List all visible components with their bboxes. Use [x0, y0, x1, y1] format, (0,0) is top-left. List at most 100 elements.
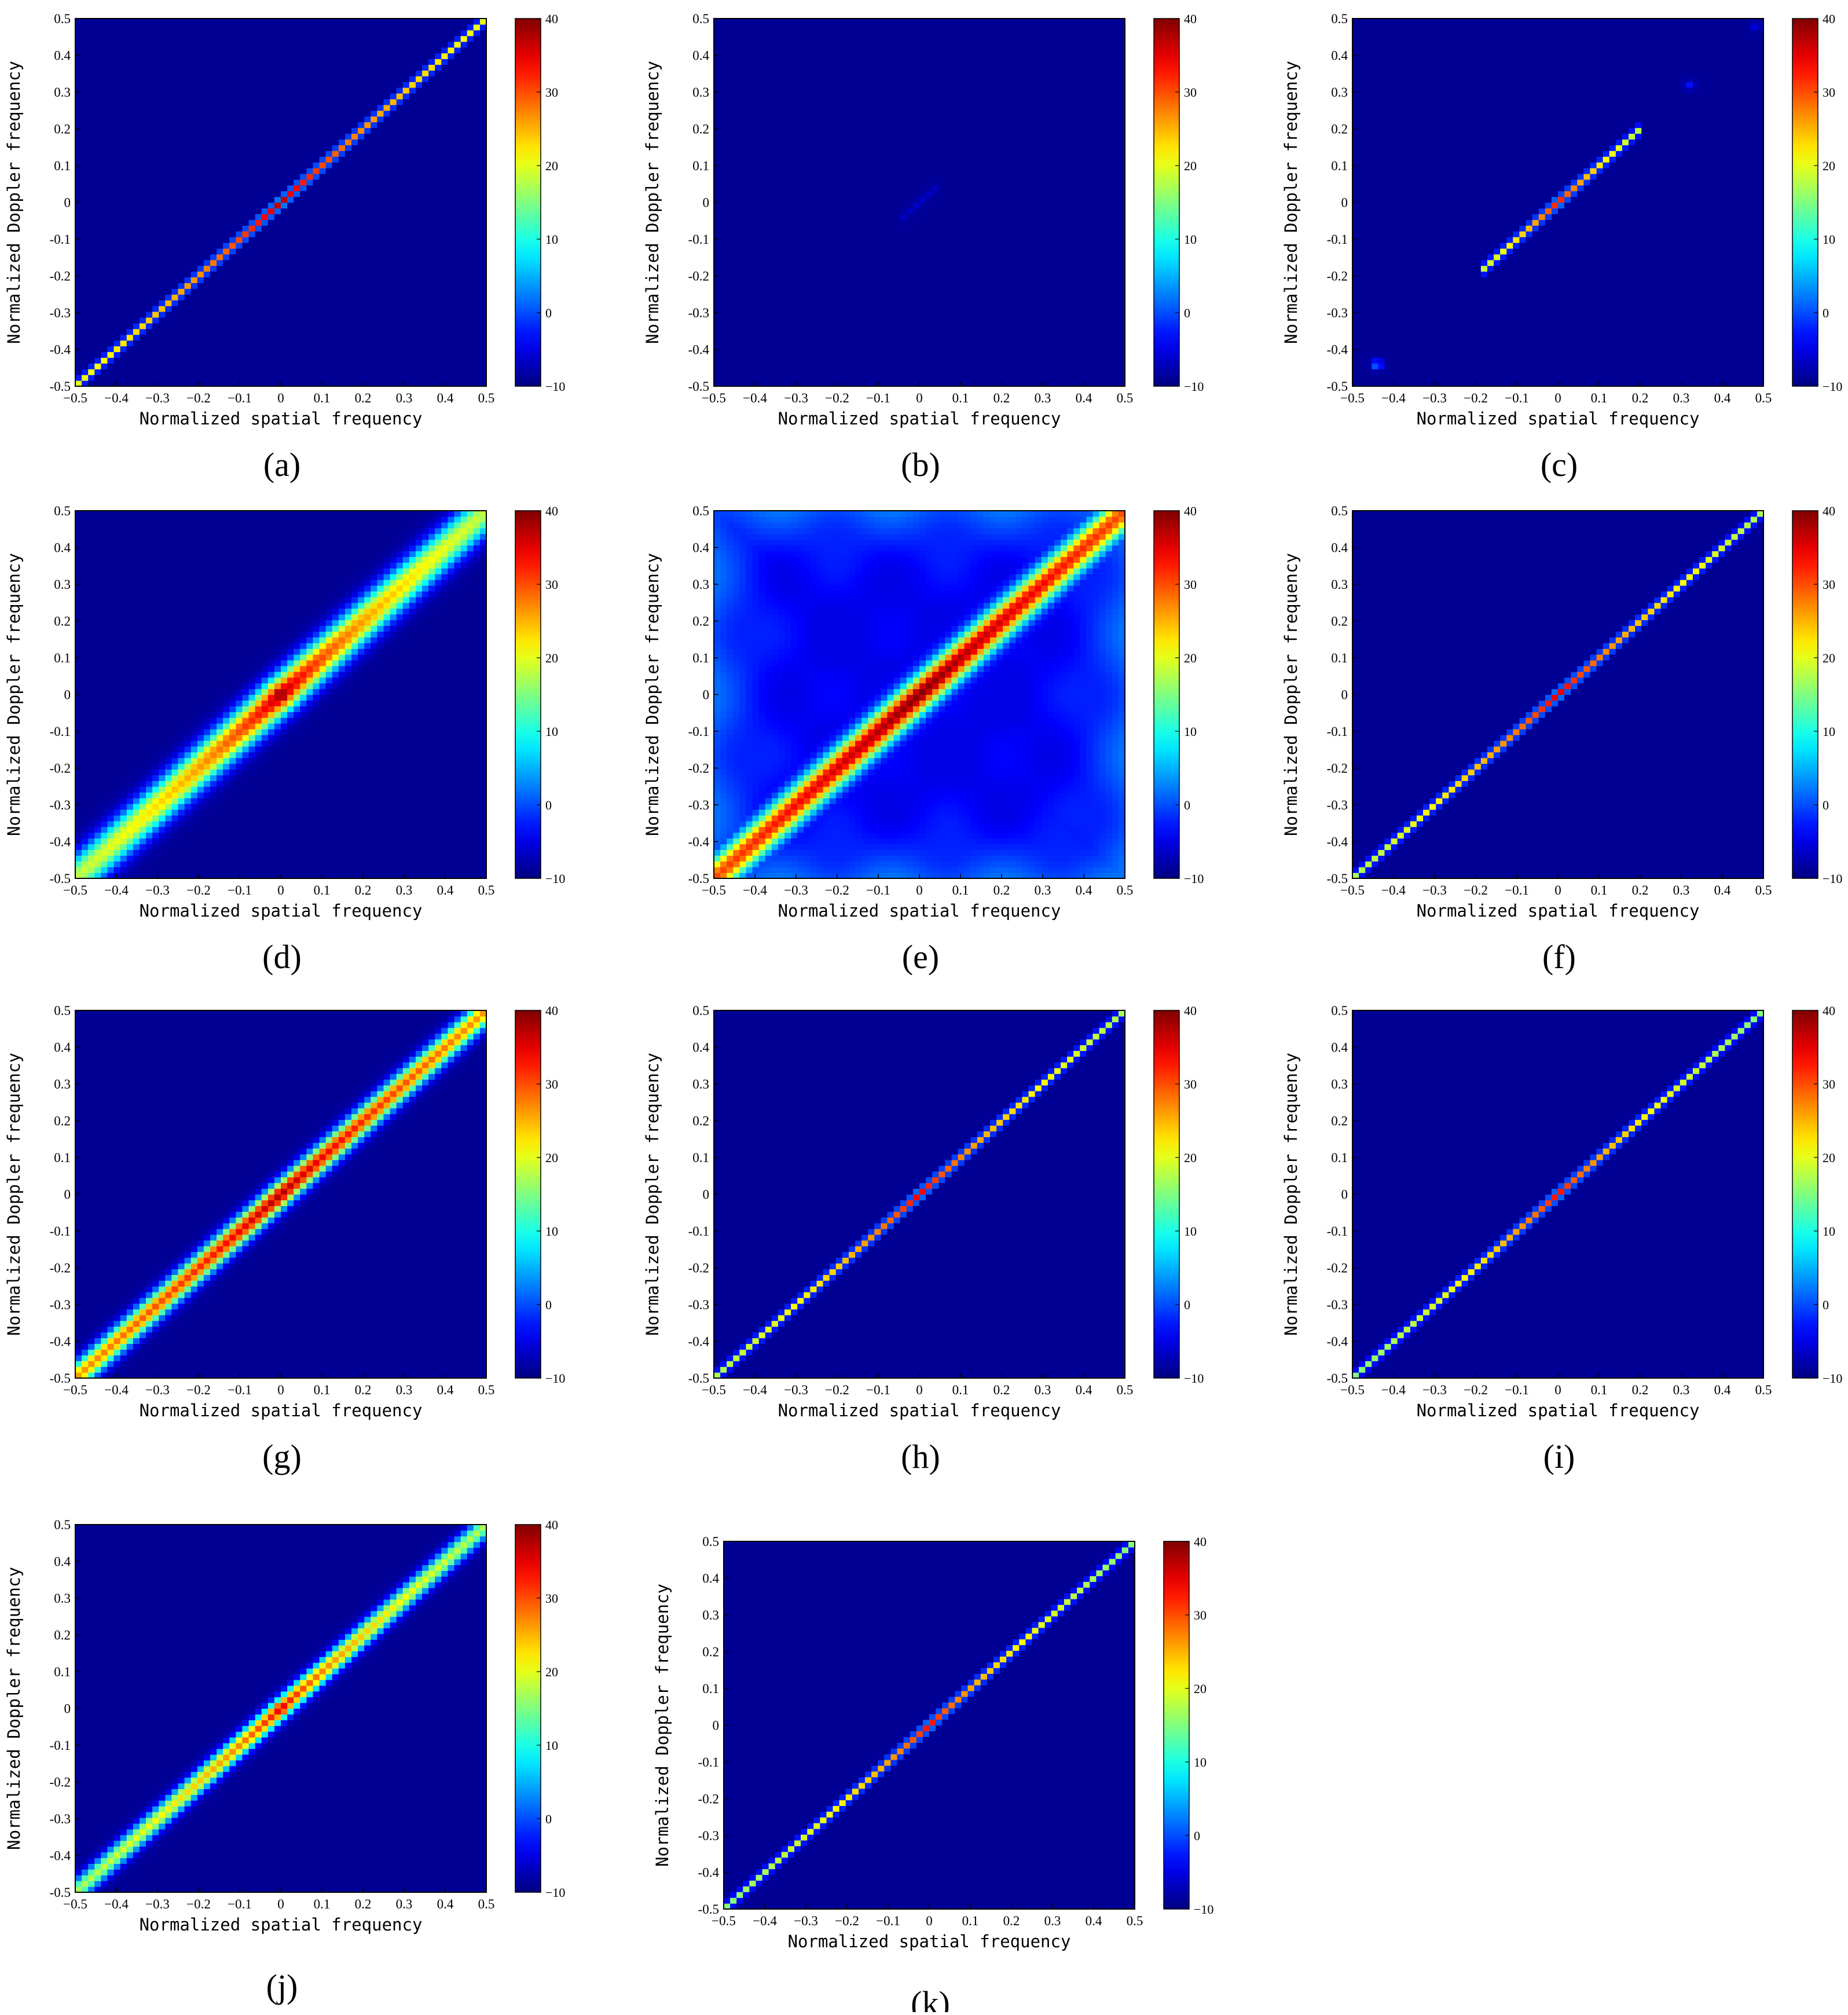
heatmap-cell [101, 260, 108, 266]
heatmap-cell [178, 335, 185, 341]
heatmap-cell [101, 243, 108, 249]
heatmap-cell [152, 128, 159, 134]
heatmap-cell [127, 133, 134, 140]
heatmap-cell [114, 185, 121, 192]
heatmap-cell [197, 340, 204, 347]
heatmap-cell [197, 219, 204, 226]
heatmap-cell [75, 225, 82, 232]
heatmap-cell [217, 64, 223, 71]
heatmap-cell [204, 185, 211, 192]
heatmap-cell [120, 272, 127, 278]
heatmap-cell [159, 191, 166, 197]
heatmap-cell [94, 203, 101, 209]
heatmap-cell [185, 237, 192, 243]
heatmap-cell [223, 283, 230, 289]
heatmap-cell [185, 53, 192, 60]
heatmap-cell [82, 87, 89, 94]
heatmap-cell [171, 191, 178, 197]
heatmap-cell [114, 231, 121, 237]
heatmap-cell [114, 225, 121, 232]
heatmap-cell [236, 203, 243, 209]
heatmap-cell [229, 357, 236, 364]
heatmap-cell [120, 156, 127, 163]
heatmap-cell [101, 179, 108, 186]
heatmap-cell [178, 174, 185, 180]
heatmap-cell [185, 162, 192, 168]
heatmap-cell [127, 266, 134, 272]
heatmap-cell [114, 277, 121, 283]
heatmap-cell [152, 24, 159, 31]
heatmap-cell [107, 179, 114, 186]
heatmap-cell [133, 300, 140, 306]
heatmap-cell [171, 277, 178, 283]
heatmap-cell [159, 93, 166, 100]
heatmap-cell [101, 323, 108, 329]
heatmap-cell [191, 19, 198, 25]
heatmap-cell [120, 214, 127, 220]
heatmap-cell [88, 272, 95, 278]
heatmap-cell [210, 19, 217, 25]
heatmap-cell [210, 243, 217, 249]
heatmap-cell [217, 185, 223, 192]
heatmap-cell [197, 254, 204, 261]
heatmap-cell [88, 99, 95, 105]
heatmap-cell [94, 335, 101, 341]
heatmap-cell [133, 203, 140, 209]
heatmap-cell [171, 363, 178, 369]
heatmap-cell [146, 312, 153, 318]
heatmap-cell [229, 312, 236, 318]
heatmap-cell [133, 133, 140, 140]
heatmap-cell [88, 243, 95, 249]
heatmap-cell [185, 260, 192, 266]
heatmap-cell [178, 357, 185, 364]
heatmap-cell [191, 162, 198, 168]
heatmap-cell [223, 197, 230, 203]
heatmap-cell [120, 340, 127, 347]
heatmap-cell [152, 58, 159, 65]
heatmap-cell [120, 312, 127, 318]
heatmap-cell [101, 82, 108, 88]
heatmap-cell [133, 24, 140, 31]
heatmap-cell [127, 87, 134, 94]
heatmap-cell [223, 64, 230, 71]
heatmap-cell [94, 288, 101, 295]
heatmap-cell [236, 197, 243, 203]
heatmap-cell [217, 82, 223, 88]
heatmap-cell [223, 277, 230, 283]
heatmap-cell [133, 122, 140, 129]
heatmap-cell [204, 300, 211, 306]
heatmap-cell [229, 363, 236, 369]
heatmap-cell [101, 70, 108, 76]
heatmap-cell [217, 272, 223, 278]
heatmap-cell [152, 317, 159, 324]
heatmap-cell [210, 375, 217, 381]
heatmap-cell [133, 19, 140, 25]
heatmap-cell [159, 82, 166, 88]
heatmap-cell [101, 42, 108, 48]
heatmap-cell [101, 294, 108, 301]
heatmap-cell [107, 346, 114, 353]
heatmap-cell [185, 369, 192, 375]
heatmap-cell [159, 36, 166, 42]
heatmap-cell [127, 375, 134, 381]
heatmap-cell [82, 191, 89, 197]
heatmap-cell [127, 151, 134, 157]
heatmap-cell [191, 174, 198, 180]
heatmap-cell [120, 47, 127, 54]
heatmap-cell [140, 111, 146, 117]
heatmap-cell [133, 260, 140, 266]
heatmap-cell [223, 363, 230, 369]
heatmap-cell [146, 266, 153, 272]
heatmap-cell [114, 219, 121, 226]
heatmap-cell [107, 105, 114, 111]
heatmap-cell [197, 24, 204, 31]
heatmap-cell [185, 185, 192, 192]
heatmap-cell [229, 93, 236, 100]
heatmap-cell [107, 30, 114, 36]
heatmap-cell [133, 111, 140, 117]
heatmap-cell [75, 283, 82, 289]
heatmap-cell [165, 294, 172, 301]
heatmap-cell [229, 283, 236, 289]
heatmap-cell [133, 87, 140, 94]
heatmap-cell [120, 42, 127, 48]
